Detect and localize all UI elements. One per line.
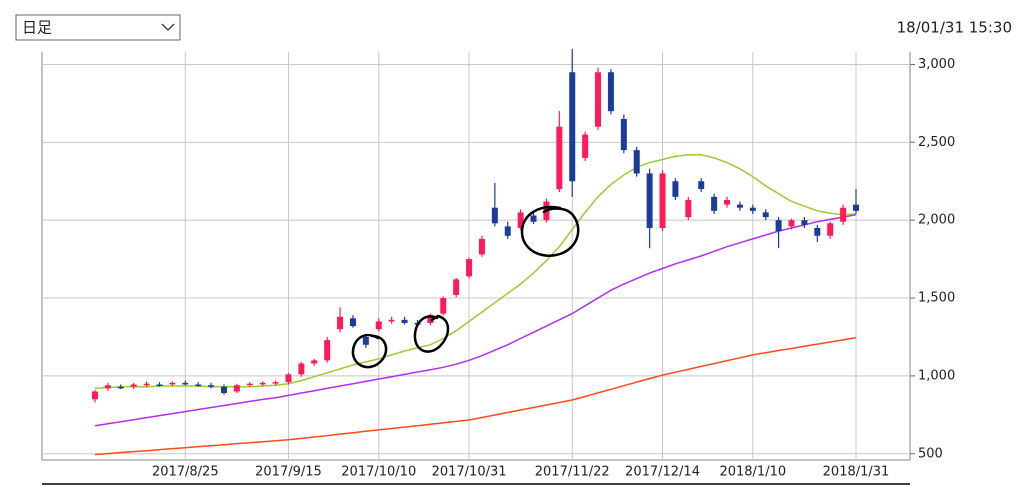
candle-body: [453, 279, 460, 295]
candle-body: [595, 72, 602, 127]
candle-body: [169, 382, 176, 385]
moving-average: [94, 154, 857, 390]
candle-body: [659, 173, 666, 228]
candle-body: [298, 363, 305, 375]
candle-body: [130, 384, 137, 387]
candle-body: [853, 204, 859, 211]
dropdown-chevron: [161, 23, 175, 31]
candle-body: [569, 72, 576, 182]
plot: 500 1,000 1,500 2,000 2,500 3,000 2017/8/25 201…: [42, 48, 955, 480]
candle-body: [401, 319, 408, 323]
candle-body: [840, 207, 847, 222]
period-select[interactable]: [15, 14, 181, 41]
candle-body: [775, 220, 782, 232]
candle-body: [285, 374, 292, 383]
candle-body: [827, 223, 834, 236]
candle-body: [478, 238, 485, 255]
hand-circle: [520, 205, 580, 257]
candle-body: [762, 212, 769, 218]
x-tick-label: 2018/1/31: [823, 465, 890, 480]
timestamp: 18/01/31 15:30: [897, 19, 1012, 37]
candle-body: [311, 360, 318, 364]
y-tick-label: 2,000: [918, 213, 955, 228]
candle-body: [620, 118, 627, 151]
candle-body: [814, 227, 821, 236]
candle-body: [711, 196, 718, 211]
candle-body: [246, 383, 253, 386]
annotations: [351, 205, 580, 369]
hand-circle: [413, 314, 450, 353]
candle-body: [182, 382, 189, 385]
candle-body: [388, 319, 395, 322]
x-tick-label: 2017/10/31: [432, 465, 507, 480]
moving-average: [94, 337, 857, 456]
candle-body: [504, 226, 511, 236]
candle-body: [736, 204, 743, 208]
candle-body: [195, 384, 202, 386]
x-tick-label: 2017/10/10: [341, 465, 416, 480]
candle-body: [324, 340, 331, 361]
x-tick-label: 2017/8/25: [152, 465, 219, 480]
candle-body: [724, 199, 731, 205]
candle-body: [646, 173, 653, 228]
candle-body: [272, 382, 279, 384]
candle-body: [491, 207, 498, 224]
moving-average: [94, 213, 857, 427]
candle-body: [337, 316, 344, 330]
candle-body: [685, 199, 692, 218]
x-tick-label: 2017/9/15: [255, 465, 322, 480]
candle-body: [259, 382, 266, 385]
candle-body: [530, 215, 537, 222]
candle-body: [117, 386, 124, 389]
candle-body: [517, 212, 524, 228]
candle-body: [556, 126, 563, 190]
y-tick-label: 2,500: [918, 135, 955, 150]
candle-body: [582, 134, 589, 158]
candle-body: [143, 383, 150, 386]
candle-body: [233, 385, 240, 392]
candle-body: [607, 72, 614, 112]
candle-body: [156, 384, 163, 386]
hand-circle: [351, 333, 388, 369]
candle-body: [698, 181, 705, 190]
candle-body: [220, 386, 227, 394]
candle-body: [427, 315, 434, 323]
x-tick-label: 2018/1/10: [719, 465, 786, 480]
candle-body: [362, 336, 369, 345]
x-tick-label: 2017/12/14: [625, 465, 700, 480]
y-tick-label: 1,500: [918, 291, 955, 306]
candle-body: [466, 259, 473, 277]
candle-body: [749, 207, 756, 211]
y-tick-label: 3,000: [918, 57, 955, 72]
period-select-label: 日足: [22, 19, 52, 37]
candle-body: [801, 220, 808, 225]
candle-body: [633, 150, 640, 174]
y-tick-label: 1,000: [918, 368, 955, 383]
candle-body: [788, 220, 795, 227]
candle-body: [375, 321, 382, 330]
candle-body: [208, 385, 215, 387]
x-tick-label: 2017/11/22: [535, 465, 610, 480]
candle-body: [349, 318, 356, 327]
candle-body: [104, 385, 111, 389]
y-tick-label: 500: [918, 446, 943, 461]
candle-body: [440, 298, 447, 314]
candle-body: [672, 181, 679, 197]
candle-body: [92, 391, 98, 400]
